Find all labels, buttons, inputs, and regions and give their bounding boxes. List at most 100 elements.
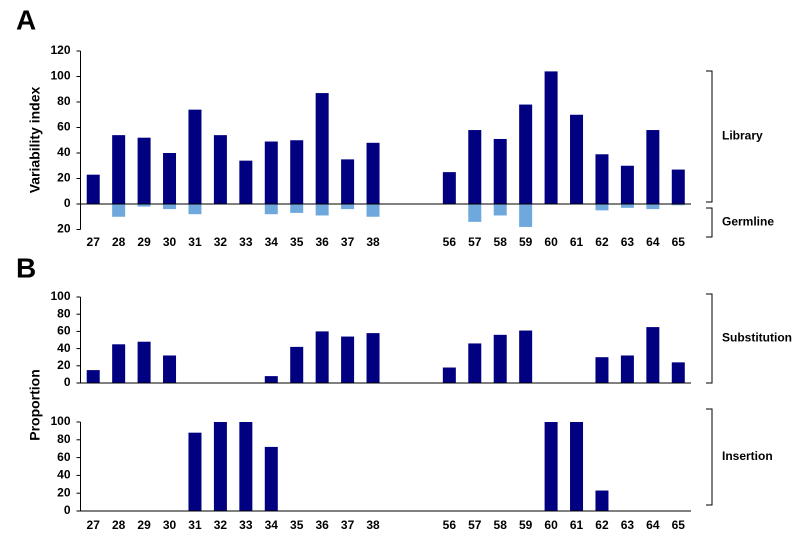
y-axis-label: Proportion [27,369,43,441]
x-tick-label: 63 [621,235,635,249]
y-tick-label: 40 [57,341,71,355]
bar [570,422,584,511]
x-tick-label: 31 [188,235,202,249]
bar [341,159,355,204]
bar [315,331,329,383]
bar [264,446,278,511]
bar [366,204,380,217]
x-tick-label: 57 [468,518,482,532]
bar [544,422,558,511]
x-tick-label: 59 [519,235,533,249]
y-tick-label: 120 [50,43,70,57]
x-tick-label: 31 [188,518,202,532]
bar [163,355,177,383]
bracket [706,293,713,384]
x-tick-label: 35 [290,518,304,532]
series-label: Insertion [722,449,773,463]
y-tick-label: 100 [50,69,70,83]
bar [468,343,482,383]
bar [646,204,660,210]
y-tick-label: 40 [57,468,71,482]
bar [112,135,126,204]
bar [442,367,456,383]
bar [112,204,126,217]
y-tick-label: 80 [57,432,71,446]
x-tick-label: 38 [366,235,380,249]
x-tick-label: 62 [595,518,609,532]
bar [519,330,533,383]
bar [671,204,685,206]
x-tick-label: 61 [570,518,584,532]
bar [468,130,482,204]
x-tick-label: 56 [443,235,457,249]
y-tick-label: 0 [64,196,71,210]
x-tick-label: 36 [315,235,329,249]
y-tick-label: 20 [57,171,71,185]
y-tick-label: 20 [57,485,71,499]
bar [213,135,227,204]
y-tick-label: 60 [57,324,71,338]
bar [290,346,304,383]
x-tick-label: 33 [239,518,253,532]
bar [671,169,685,204]
bar [519,204,533,227]
y-tick-label: 20 [57,358,71,372]
series-label: Germline [722,215,774,229]
x-tick-label: 60 [544,518,558,532]
y-tick-label: 20 [57,222,71,236]
y-tick-label: 60 [57,120,71,134]
panel-label: B [16,252,36,283]
x-tick-label: 33 [239,235,253,249]
y-tick-label: 100 [50,414,70,428]
x-tick-label: 65 [672,518,686,532]
y-tick-label: 0 [64,503,71,517]
x-tick-label: 58 [494,518,508,532]
x-tick-label: 36 [315,518,329,532]
x-tick-label: 62 [595,235,609,249]
bar [493,138,507,204]
series-label: Library [722,129,763,143]
x-tick-label: 64 [646,518,660,532]
bracket [706,207,713,238]
x-tick-label: 59 [519,518,533,532]
bar [112,344,126,383]
bracket [706,408,713,506]
bar [137,137,151,204]
y-axis-label: Variability index [27,86,43,193]
bar [188,432,202,511]
bar [86,174,100,204]
x-tick-label: 28 [112,518,126,532]
y-tick-label: 40 [57,145,71,159]
x-tick-label: 65 [672,235,686,249]
panel-label: A [16,4,36,35]
x-tick-label: 27 [87,235,101,249]
bracket [706,70,713,203]
bar [188,109,202,204]
series-label: Substitution [722,331,792,345]
x-tick-label: 34 [265,518,279,532]
y-tick-label: 60 [57,450,71,464]
bar [137,204,151,207]
bar [595,490,609,511]
x-tick-label: 64 [646,235,660,249]
bar [620,165,634,204]
x-tick-label: 63 [621,518,635,532]
bar [315,204,329,216]
bar [290,204,304,213]
x-tick-label: 37 [341,235,355,249]
x-tick-label: 27 [87,518,101,532]
bar [671,362,685,383]
x-tick-label: 60 [544,235,558,249]
bar [239,422,253,511]
bar [264,204,278,215]
bar [163,153,177,204]
bar [137,341,151,383]
bar [442,172,456,204]
bar [188,204,202,215]
x-tick-label: 32 [214,518,228,532]
x-tick-label: 57 [468,235,482,249]
x-tick-label: 34 [265,235,279,249]
bar [620,204,634,208]
bar [264,141,278,204]
